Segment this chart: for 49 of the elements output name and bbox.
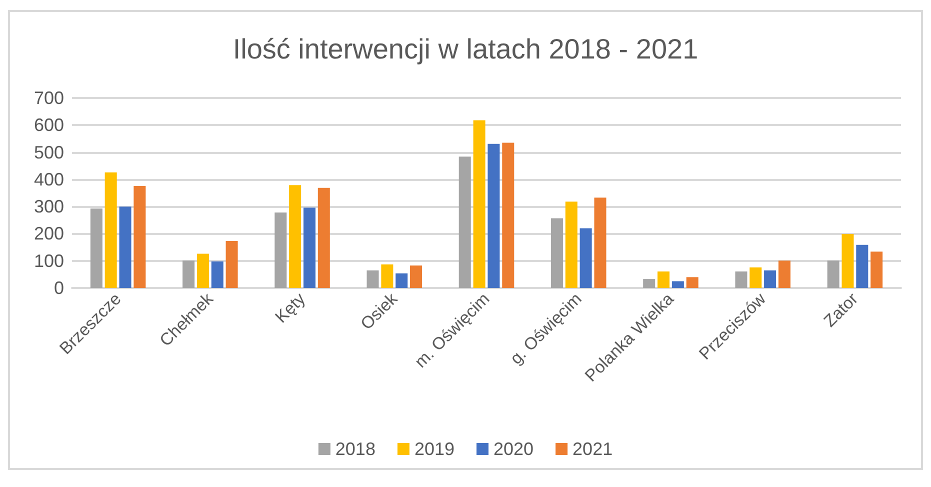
legend-label: 2019: [414, 439, 455, 459]
bar: [104, 172, 117, 288]
bar: [410, 265, 422, 288]
bar: [134, 186, 146, 288]
bar: [827, 260, 840, 288]
bar: [211, 261, 224, 288]
bar: [473, 120, 486, 288]
bar: [381, 264, 394, 288]
y-tick-label: 400: [34, 169, 64, 190]
bar: [580, 228, 592, 288]
bar: [550, 218, 563, 288]
bar: [366, 270, 379, 288]
y-tick-label: 200: [34, 224, 64, 244]
bar: [778, 260, 790, 288]
bar: [842, 234, 854, 288]
legend-label: 2018: [335, 439, 376, 459]
bar: [396, 273, 408, 288]
chart-title: Ilość interwencji w latach 2018 - 2021: [232, 34, 698, 64]
bar: [672, 281, 684, 288]
bar: [658, 271, 670, 288]
bar: [303, 208, 316, 288]
bar: [274, 212, 287, 288]
bar: [119, 206, 132, 288]
bar: [488, 144, 500, 288]
bar: [90, 208, 102, 288]
bar: [565, 202, 578, 288]
y-tick-label: 600: [34, 115, 64, 136]
bar: [502, 142, 514, 288]
bar: [594, 198, 606, 288]
bar: [289, 185, 302, 288]
bar: [856, 244, 868, 288]
bar: [750, 267, 762, 288]
bar: [318, 188, 330, 288]
y-tick-label: 500: [34, 142, 64, 162]
bar: [196, 254, 209, 288]
y-tick-label: 100: [34, 250, 64, 271]
bar: [458, 156, 471, 288]
bar: [182, 260, 195, 288]
bar: [870, 252, 883, 288]
bar: [764, 270, 776, 288]
bar: [226, 241, 238, 288]
bar: [686, 277, 698, 288]
y-tick-label: 0: [54, 278, 64, 298]
bar: [643, 279, 656, 288]
bar: [735, 271, 748, 288]
y-tick-label: 300: [34, 196, 64, 217]
y-tick-label: 700: [34, 88, 64, 108]
legend-label: 2020: [494, 439, 534, 459]
legend-label: 2021: [572, 439, 613, 459]
